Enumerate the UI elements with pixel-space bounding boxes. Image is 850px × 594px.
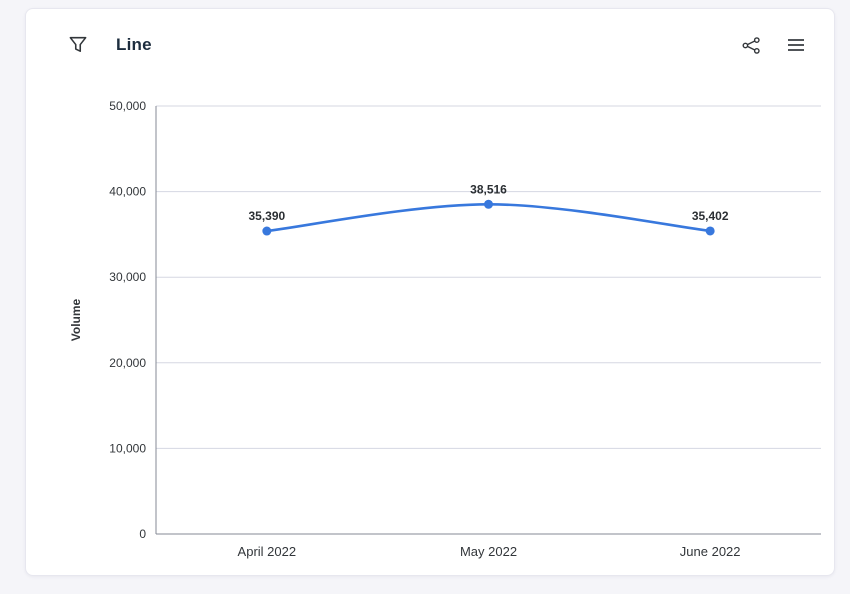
header-actions xyxy=(739,34,808,57)
chart-area: 0 10,000 20,000 30,000 40,000 50,000 April 202… xyxy=(36,94,826,579)
data-point-label: 38,516 xyxy=(470,182,507,196)
y-tick-label: 0 xyxy=(139,527,146,541)
share-icon xyxy=(742,36,761,54)
line-chart: 0 10,000 20,000 30,000 40,000 50,000 April 202… xyxy=(69,99,821,559)
filter-button[interactable] xyxy=(66,33,90,57)
data-point-label: 35,402 xyxy=(692,209,729,223)
menu-button[interactable] xyxy=(784,35,808,55)
data-point[interactable] xyxy=(705,226,715,236)
y-tick-label: 30,000 xyxy=(109,270,146,284)
x-tick-label: June 2022 xyxy=(680,544,741,559)
filter-icon xyxy=(69,36,87,54)
data-point[interactable] xyxy=(484,199,493,209)
y-tick-label: 20,000 xyxy=(109,356,146,370)
y-tick-label: 40,000 xyxy=(109,185,146,199)
chart-card-header: Line xyxy=(26,9,834,63)
data-point[interactable] xyxy=(262,226,272,236)
menu-icon xyxy=(787,38,805,52)
data-point-label: 35,390 xyxy=(248,209,285,223)
y-axis-title: Volume xyxy=(69,298,83,341)
y-tick-label: 10,000 xyxy=(109,441,146,455)
x-tick-label: May 2022 xyxy=(460,544,517,559)
chart-card: Line xyxy=(25,8,835,576)
x-tick-label: April 2022 xyxy=(238,544,297,559)
share-button[interactable] xyxy=(739,34,764,57)
chart-title: Line xyxy=(116,35,152,54)
y-tick-label: 50,000 xyxy=(109,99,146,113)
